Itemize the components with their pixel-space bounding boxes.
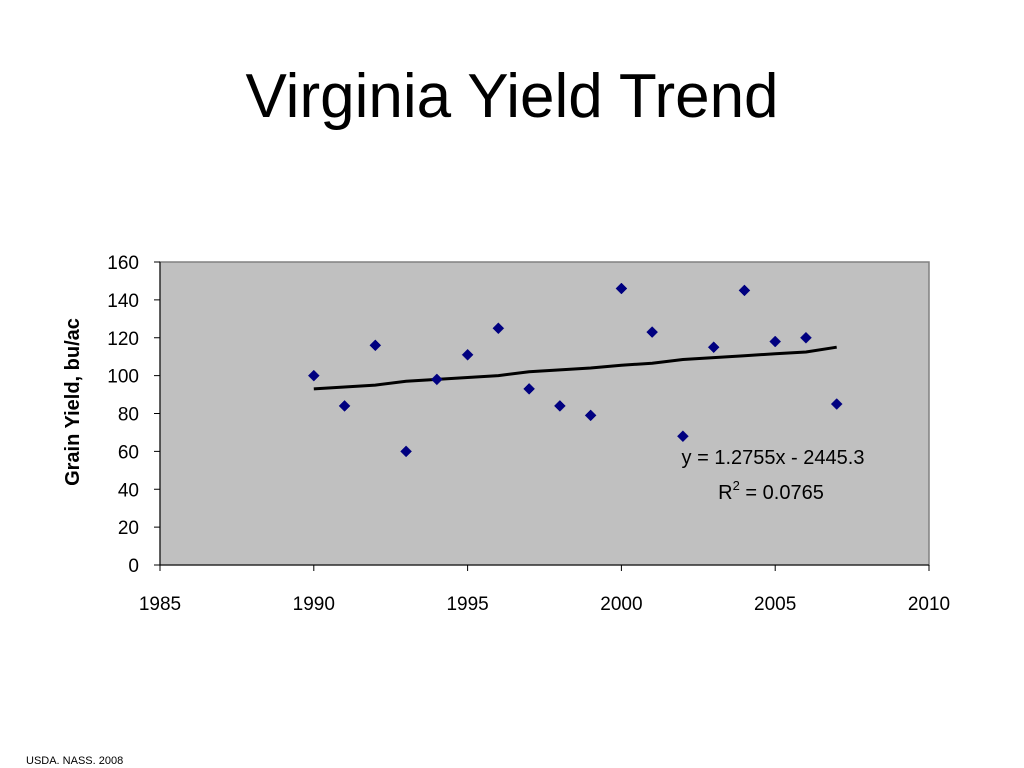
data-point <box>738 284 751 297</box>
data-point <box>400 445 412 458</box>
y-tick-label: 60 <box>118 442 139 463</box>
y-tick-label: 140 <box>107 291 139 312</box>
y-axis-label: Grain Yield, bu/ac <box>62 318 84 486</box>
data-point <box>769 335 782 348</box>
data-point <box>430 373 443 386</box>
data-point <box>584 409 597 422</box>
trendline <box>313 345 837 391</box>
data-point <box>800 331 812 344</box>
trend-equation: y = 1.2755x - 2445.3 <box>682 447 865 469</box>
data-point <box>554 400 566 412</box>
y-tick-label: 20 <box>118 518 139 539</box>
data-point <box>677 430 689 443</box>
x-tick-label: 2010 <box>908 594 950 615</box>
y-tick-label: 100 <box>107 367 139 388</box>
x-tick-label: 1990 <box>293 594 335 615</box>
data-point <box>646 326 659 338</box>
slide-title: Virginia Yield Trend <box>245 62 779 131</box>
data-points <box>307 282 843 458</box>
x-tick-label: 2000 <box>600 594 642 615</box>
r-squared-prefix: R <box>718 482 732 504</box>
data-point <box>338 400 351 412</box>
y-tick-label: 40 <box>118 480 139 501</box>
data-point <box>707 341 720 354</box>
r-squared-exponent: 2 <box>733 478 740 493</box>
data-point <box>369 339 382 352</box>
x-tick-label: 1985 <box>139 594 181 615</box>
plot-area <box>159 261 930 566</box>
data-point <box>615 282 628 295</box>
x-tick-label: 1995 <box>446 594 488 615</box>
x-tick-label: 2005 <box>754 594 796 615</box>
data-point <box>307 369 320 382</box>
r-squared-value: = 0.0765 <box>740 482 824 504</box>
y-tick-label: 80 <box>118 405 139 426</box>
data-point <box>830 398 843 410</box>
y-ticks: 0 20 40 60 80 100 120 140 160 <box>107 253 160 577</box>
data-point <box>523 383 535 395</box>
r-squared-label: R2 = 0.0765 <box>718 478 824 504</box>
y-tick-label: 160 <box>107 253 139 274</box>
y-tick-label: 120 <box>107 329 139 350</box>
data-point <box>461 348 474 361</box>
y-tick-label: 0 <box>128 556 139 577</box>
source-note: USDA. NASS. 2008 <box>26 755 124 767</box>
data-point <box>492 322 505 335</box>
x-ticks: 1985 1990 1995 2000 2005 2010 <box>139 565 950 615</box>
